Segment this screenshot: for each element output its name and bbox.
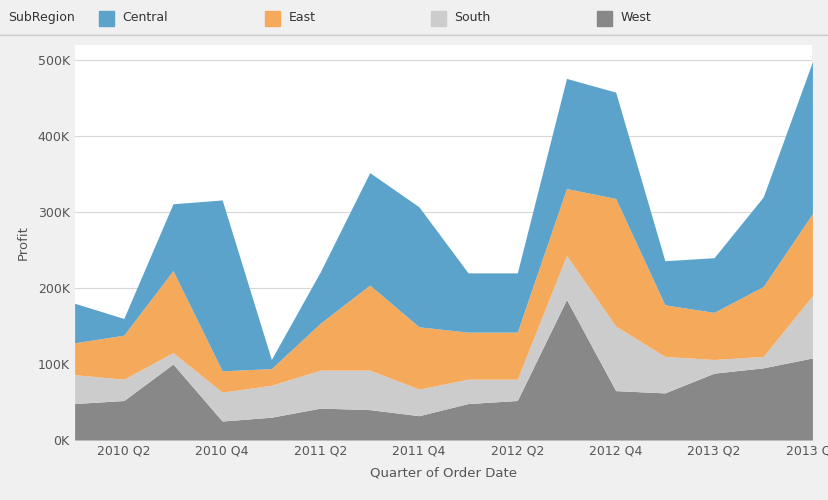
Text: South: South [454,11,490,24]
Text: Central: Central [123,11,168,24]
Text: SubRegion: SubRegion [8,11,75,24]
Text: West: West [619,11,650,24]
Bar [99,10,114,26]
Bar [431,10,445,26]
Text: East: East [288,11,315,24]
Bar [596,10,611,26]
Y-axis label: Profit: Profit [17,225,29,260]
X-axis label: Quarter of Order Date: Quarter of Order Date [369,466,517,479]
Bar [265,10,280,26]
